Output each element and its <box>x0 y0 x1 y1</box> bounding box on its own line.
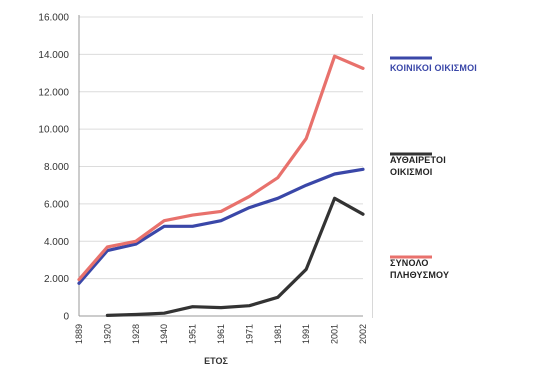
y-tick-label: 12.000 <box>38 87 69 98</box>
x-tick-label: 1889 <box>74 324 84 344</box>
x-tick-label: 2001 <box>330 324 340 344</box>
x-tick-label: 1940 <box>159 324 169 344</box>
series-lines <box>77 54 365 317</box>
x-axis-title: ΕΤΟΣ <box>204 356 228 366</box>
y-tick-label: 6.000 <box>44 199 69 210</box>
x-tick-label: 1981 <box>273 324 283 344</box>
legend-frame <box>372 14 373 318</box>
x-tick-label: 1920 <box>102 324 112 344</box>
x-tick-label: 1961 <box>216 324 226 344</box>
x-tick-label: 1951 <box>188 324 198 344</box>
y-tick-label: 8.000 <box>44 162 69 173</box>
y-tick-label: 10.000 <box>38 125 69 136</box>
legend-label: ΑΥΘΑΙΡΕΤΟΙ ΟΙΚΙΣΜΟΙ <box>390 155 446 177</box>
legend-label: ΣΥΝΟΛΟ ΠΛΗΘΥΣΜΟΥ <box>390 258 449 280</box>
series-line-3 <box>77 54 365 282</box>
x-tick-label: 1971 <box>244 324 254 344</box>
x-tick-label: 1991 <box>301 324 311 344</box>
legend: ΚΟΙΝΙΚΟΙ ΟΙΚΙΣΜΟΙ ΑΥΘΑΙΡΕΤΟΙ ΟΙΚΙΣΜΟΙ ΣΥΝΟΛ… <box>390 56 477 280</box>
y-tick-label: 4.000 <box>44 237 69 248</box>
axes: 0 2.000 4.000 6.000 8.000 10.000 12.000 14.000 1… <box>38 13 368 345</box>
y-tick-label: 14.000 <box>38 50 69 61</box>
y-tick-label: 16.000 <box>38 13 69 24</box>
series-line-1 <box>77 167 365 285</box>
y-tick-label: 0 <box>63 312 69 323</box>
legend-label: ΚΟΙΝΙΚΟΙ ΟΙΚΙΣΜΟΙ <box>390 63 477 73</box>
y-tick-label: 2.000 <box>44 274 69 285</box>
gridlines <box>79 16 363 280</box>
x-tick-label: 2002 <box>358 324 368 344</box>
series-line-2 <box>105 196 365 317</box>
x-tick-label: 1928 <box>131 324 141 344</box>
